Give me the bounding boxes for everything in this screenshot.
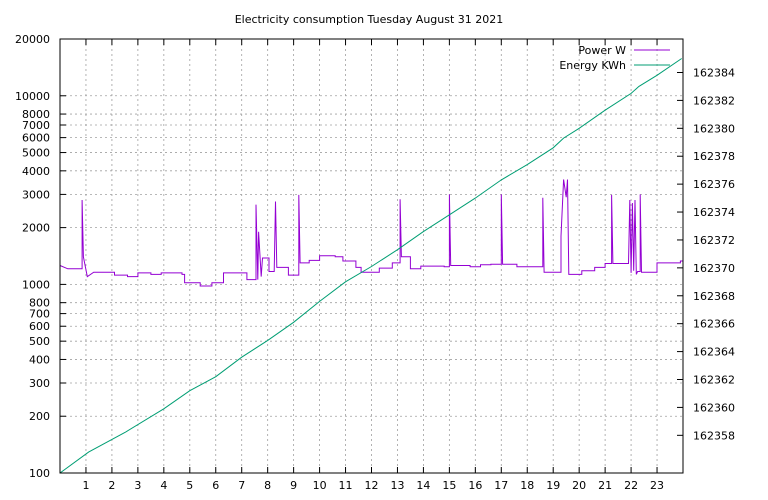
x-tick-label: 18 <box>520 479 534 492</box>
y-right-tick-label: 162376 <box>693 178 735 191</box>
y-left-tick-label: 600 <box>29 320 50 333</box>
x-tick-label: 21 <box>598 479 612 492</box>
y-left-tick-label: 7000 <box>22 119 50 132</box>
x-tick-label: 15 <box>442 479 456 492</box>
y-right-tick-label: 162368 <box>693 290 735 303</box>
y-left-tick-label: 100 <box>29 467 50 480</box>
x-tick-label: 14 <box>416 479 430 492</box>
legend-label: Power W <box>578 44 626 57</box>
y-right-tick-label: 162362 <box>693 374 735 387</box>
x-tick-label: 13 <box>390 479 404 492</box>
x-tick-label: 3 <box>134 479 141 492</box>
x-tick-label: 20 <box>572 479 586 492</box>
x-tick-label: 12 <box>365 479 379 492</box>
x-tick-label: 11 <box>339 479 353 492</box>
y-right-tick-label: 162380 <box>693 122 735 135</box>
x-tick-label: 16 <box>468 479 482 492</box>
y-right-tick-label: 162374 <box>693 206 735 219</box>
y-left-tick-label: 2000 <box>22 222 50 235</box>
x-tick-label: 4 <box>160 479 167 492</box>
tick-layer: 1 2 3 4 5 6 7 8 9 10 11 12 13 14 15 16 17 18 19 20 21 22 23100… <box>15 33 735 492</box>
x-tick-label: 22 <box>624 479 638 492</box>
y-right-tick-label: 162384 <box>693 66 735 79</box>
series-line-power-w <box>59 179 683 287</box>
y-left-tick-label: 3000 <box>22 188 50 201</box>
y-left-tick-label: 10000 <box>15 90 50 103</box>
series-layer <box>59 58 683 474</box>
y-left-tick-label: 400 <box>29 353 50 366</box>
y-left-tick-label: 200 <box>29 410 50 423</box>
y-left-tick-label: 6000 <box>22 132 50 145</box>
y-left-tick-label: 300 <box>29 377 50 390</box>
y-left-tick-label: 4000 <box>22 165 50 178</box>
y-left-tick-label: 1000 <box>22 278 50 291</box>
x-tick-label: 9 <box>290 479 297 492</box>
x-tick-label: 2 <box>108 479 115 492</box>
legend-label: Energy KWh <box>559 59 626 72</box>
x-tick-label: 19 <box>546 479 560 492</box>
y-left-tick-label: 5000 <box>22 147 50 160</box>
y-right-tick-label: 162370 <box>693 262 735 275</box>
chart-title: Electricity consumption Tuesday August 3… <box>235 13 504 26</box>
x-tick-label: 8 <box>264 479 271 492</box>
legend: Power W Energy KWh <box>559 44 670 72</box>
y-left-tick-label: 20000 <box>15 33 50 46</box>
x-tick-label: 10 <box>313 479 327 492</box>
x-tick-label: 7 <box>238 479 245 492</box>
grid-layer <box>60 39 683 473</box>
x-tick-label: 6 <box>212 479 219 492</box>
y-left-tick-label: 500 <box>29 335 50 348</box>
y-right-tick-label: 162372 <box>693 234 735 247</box>
y-left-tick-label: 700 <box>29 308 50 321</box>
x-tick-label: 1 <box>82 479 89 492</box>
x-tick-label: 5 <box>186 479 193 492</box>
x-tick-label: 23 <box>650 479 664 492</box>
y-right-tick-label: 162358 <box>693 429 735 442</box>
y-right-tick-label: 162382 <box>693 94 735 107</box>
y-left-tick-label: 800 <box>29 297 50 310</box>
series-line-energy-kwh <box>59 58 682 474</box>
y-left-tick-label: 8000 <box>22 108 50 121</box>
y-right-tick-label: 162364 <box>693 346 735 359</box>
y-right-tick-label: 162378 <box>693 150 735 163</box>
y-right-tick-label: 162366 <box>693 318 735 331</box>
x-tick-label: 17 <box>494 479 508 492</box>
y-right-tick-label: 162360 <box>693 401 735 414</box>
